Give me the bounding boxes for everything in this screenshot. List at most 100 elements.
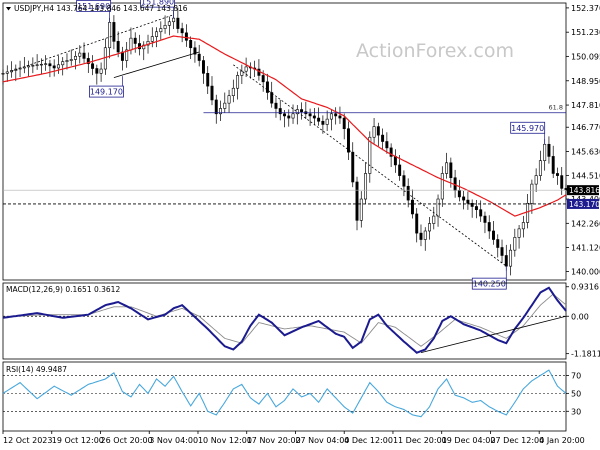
main-panel-frame [2, 2, 567, 281]
annotation-box-4 [471, 277, 507, 290]
main-y-tick-label-11: 140.000 [571, 267, 600, 276]
candle-body [474, 206, 478, 210]
trendline-down-dashed [233, 64, 507, 267]
candle-body [359, 198, 363, 221]
price-tag-label-0: 143.816 [569, 186, 600, 195]
main-y-tick-label-6: 145.630 [571, 148, 600, 157]
candle-body [163, 25, 167, 29]
candle-body [308, 113, 312, 117]
candle-body [210, 85, 214, 101]
candle-body [197, 53, 201, 61]
candle-body [82, 52, 86, 59]
dropdown-arrow-icon [6, 7, 11, 11]
trendline-upper-dashed [11, 14, 174, 72]
candle-body [415, 213, 419, 234]
x-tick-label-4: 10 Nov 12:00 [198, 436, 252, 445]
candle-body [334, 113, 338, 117]
candle-body [52, 65, 56, 69]
annotation-label-4: 140.250 [473, 280, 506, 289]
annotation-box-3 [510, 121, 546, 134]
main-y-tick-label-0: 152.370 [571, 4, 600, 13]
candle-body [462, 196, 466, 201]
candle-body [530, 183, 534, 204]
candle-body [231, 87, 235, 96]
rsi-line [2, 369, 567, 418]
candle-body [167, 21, 171, 26]
candle-body [44, 63, 48, 65]
x-tick-label-5: 17 Nov 20:00 [247, 436, 301, 445]
macd-y-tick-label-1: 0.00 [571, 312, 589, 321]
candle-body [368, 136, 372, 174]
candle-body [95, 68, 99, 74]
annotation-label-3: 145.970 [511, 124, 544, 133]
candle-body [278, 108, 282, 115]
candle-body [521, 222, 525, 230]
candle-body [312, 115, 316, 119]
candle-body [364, 173, 368, 200]
candle-body [180, 28, 184, 34]
candle-body [91, 63, 95, 69]
price-tag-0 [567, 185, 599, 196]
main-price-panel: ActionForex.com 61.8 152.370 151.230 150.095… [1, 0, 600, 290]
candle-body [496, 239, 500, 248]
annotation-box-1 [140, 0, 176, 8]
annotation-label-1: 151.890 [141, 0, 174, 7]
candle-body [1, 73, 5, 75]
candle-body [555, 173, 559, 176]
candle-body [376, 126, 380, 136]
main-y-tick-label-3: 148.950 [571, 77, 600, 86]
candle-body [466, 199, 470, 204]
watermark: ActionForex.com [356, 40, 514, 62]
main-y-tick-label-2: 150.095 [571, 52, 600, 61]
candle-body [214, 99, 218, 115]
macd-trendline [420, 315, 567, 354]
candle-body [142, 44, 146, 50]
candle-body [440, 173, 444, 200]
rsi-panel: 70 50 30 RSI(14) 49.9487 [2, 361, 581, 432]
candle-body [393, 156, 397, 166]
candle-body [385, 141, 389, 149]
candle-body [419, 232, 423, 240]
main-panel-title: USDJPY,H4 143.764 143.846 143.647 143.81… [14, 4, 188, 13]
candle-body [543, 143, 547, 161]
candle-body [240, 70, 244, 76]
candle-body [295, 109, 299, 115]
candle-body [342, 117, 346, 130]
main-y-tick-label-7: 144.510 [571, 171, 600, 180]
annotation-label-2: 149.170 [90, 88, 123, 97]
annotation-box-0 [76, 0, 112, 12]
candle-body [99, 68, 103, 74]
candle-body [172, 17, 176, 23]
candle-body [457, 190, 461, 198]
candle-body [321, 120, 325, 125]
candle-body [206, 73, 210, 87]
candle-body [487, 222, 491, 232]
candle-body [274, 102, 278, 109]
candle-body [300, 109, 304, 112]
candle-body [176, 17, 180, 29]
candle-body [150, 36, 154, 42]
rsi-panel-frame [2, 361, 567, 432]
macd-y-tick-label-2: -1.1811 [571, 350, 600, 359]
macd-panel-title: MACD(12,26,9) 0.1651 0.3612 [6, 285, 120, 294]
macd-panel: 0.9316 0.00 -1.1811 MACD(12,26,9) 0.1651 0.… [2, 282, 600, 360]
macd-signal-line [2, 293, 567, 347]
candle-body [509, 249, 513, 267]
x-tick-label-2: 26 Oct 20:00 [100, 436, 152, 445]
candle-body [500, 247, 504, 256]
x-tick-label-10: 27 Dec 12:00 [490, 436, 544, 445]
main-y-tick-label-4: 147.810 [571, 101, 600, 110]
x-tick-label-6: 27 Nov 04:00 [295, 436, 349, 445]
candle-body [201, 60, 205, 74]
candle-body [355, 181, 359, 221]
candle-body [283, 113, 286, 117]
candle-body [381, 134, 385, 142]
candle-body [155, 31, 159, 37]
candle-body [526, 202, 530, 223]
candle-body [31, 65, 35, 67]
x-tick-label-7: 4 Dec 12:00 [344, 436, 393, 445]
candle-body [287, 115, 291, 119]
rsi-panel-title: RSI(14) 49.9487 [6, 365, 67, 374]
